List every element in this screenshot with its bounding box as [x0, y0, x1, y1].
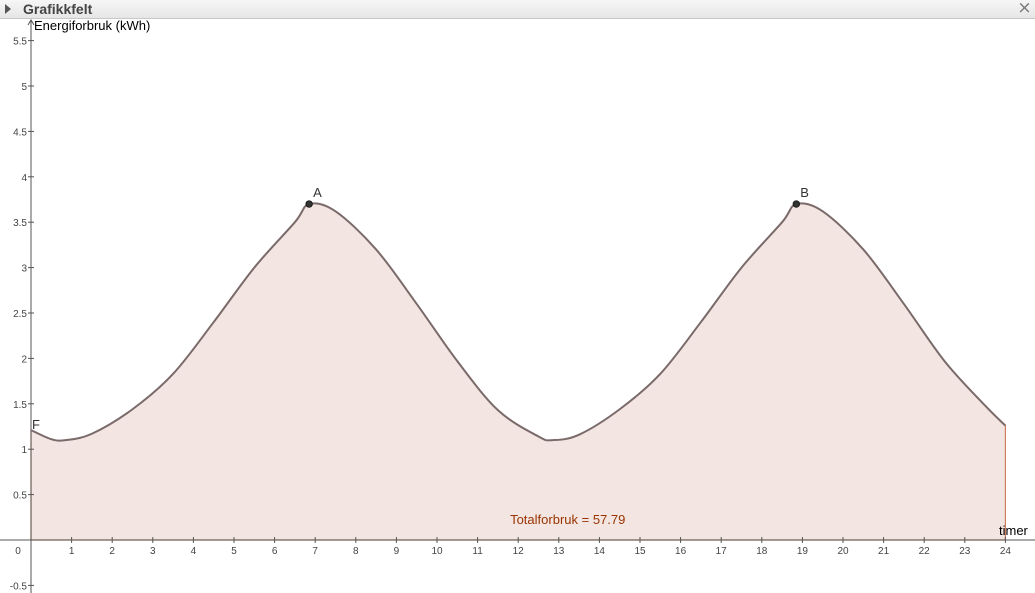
x-tick-label: 9	[394, 546, 400, 557]
y-tick-label: 5.5	[13, 37, 27, 48]
x-axis-label: timer	[999, 523, 1029, 538]
y-tick-label: -0.5	[10, 581, 28, 592]
x-tick-label: 12	[513, 546, 525, 557]
point-label-a: A	[313, 185, 322, 200]
graphics-panel-titlebar: Grafikkfelt ×	[0, 0, 1035, 19]
x-tick-label: 21	[878, 546, 890, 557]
y-tick-label: 1.5	[13, 400, 27, 411]
area-fill	[30, 202, 1006, 541]
x-tick-label: 1	[69, 546, 75, 557]
y-tick-label: 2.5	[13, 309, 27, 320]
x-tick-label: 14	[594, 546, 606, 557]
x-tick-label: 11	[472, 546, 483, 557]
y-axis-label: Energiforbruk (kWh)	[34, 19, 150, 33]
point-b[interactable]	[792, 200, 801, 208]
y-tick-label: 5	[21, 82, 27, 93]
panel-title: Grafikkfelt	[23, 1, 93, 17]
function-label: F	[32, 417, 40, 432]
y-tick-label: 4.5	[13, 127, 27, 138]
x-tick-label: 10	[431, 546, 443, 557]
triangle-right-icon[interactable]	[5, 4, 11, 14]
y-tick-label: 3.5	[13, 218, 27, 229]
x-tick-label: 18	[756, 546, 768, 557]
total-consumption-label: Totalforbruk = 57.79	[510, 512, 625, 527]
x-tick-label: 22	[919, 546, 931, 557]
x-tick-label: 3	[150, 546, 156, 557]
x-tick-label: 13	[553, 546, 565, 557]
x-tick-label: 6	[272, 546, 278, 557]
y-tick-label: 1	[21, 445, 27, 456]
x-tick-label: 23	[959, 546, 971, 557]
x-tick-label: 4	[191, 546, 197, 557]
x-tick-label: 15	[634, 546, 646, 557]
x-tick-label: 0	[15, 546, 21, 557]
y-tick-label: 2	[21, 354, 27, 365]
x-tick-label: 17	[716, 546, 728, 557]
y-tick-label: 3	[21, 264, 27, 275]
energy-chart[interactable]: 0 1 2 3 4 5 6 7 8 9 10 11 12 13 14 15 16 17 18 19 20 21 22 23 24…	[0, 19, 1035, 593]
y-tick-label: 4	[21, 173, 27, 184]
x-tick-label: 5	[231, 546, 237, 557]
y-tick-label: 0.5	[13, 491, 27, 502]
x-tick-label: 16	[675, 546, 687, 557]
point-label-b: B	[800, 185, 809, 200]
x-tick-label: 7	[312, 546, 318, 557]
x-tick-label: 8	[353, 546, 359, 557]
energy-curve[interactable]	[30, 202, 1007, 442]
x-tick-label: 24	[1000, 546, 1012, 557]
close-icon[interactable]: ×	[1017, 0, 1032, 18]
x-tick-label: 19	[797, 546, 809, 557]
y-axis-arrow	[27, 19, 35, 26]
x-tick-label: 20	[837, 546, 849, 557]
point-a[interactable]	[305, 200, 313, 208]
x-tick-label: 2	[109, 546, 115, 557]
